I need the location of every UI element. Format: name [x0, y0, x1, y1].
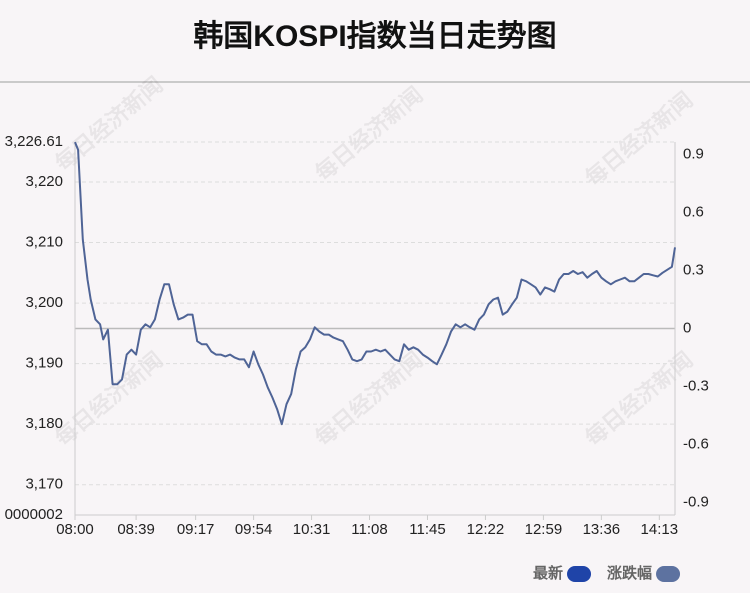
y-tick-label: 3,226.61: [5, 133, 63, 150]
legend-label: 最新: [533, 564, 563, 582]
y2-tick-label: -0.3: [683, 378, 709, 395]
x-tick-label: 13:36: [583, 521, 621, 538]
watermark: 每日经济新闻: [310, 347, 428, 452]
y2-tick-label: -0.9: [683, 494, 709, 511]
y2-tick-label: -0.6: [683, 436, 709, 453]
x-tick-label: 11:45: [409, 521, 445, 538]
x-tick-label: 08:00: [56, 521, 94, 538]
x-tick-label: 10:31: [293, 521, 331, 538]
x-tick-label: 09:17: [177, 521, 215, 538]
x-tick-label: 14:13: [641, 521, 679, 538]
y-tick-label: 3,200: [25, 294, 63, 311]
x-tick-label: 12:22: [467, 521, 505, 538]
y-tick-label: 0000002: [5, 506, 63, 523]
watermark: 每日经济新闻: [310, 82, 428, 187]
y-tick-label: 3,210: [25, 234, 63, 251]
y2-tick-label: 0.9: [683, 145, 704, 162]
watermark: 每日经济新闻: [580, 87, 698, 192]
x-tick-label: 12:59: [525, 521, 563, 538]
x-tick-label: 08:39: [117, 521, 155, 538]
chart-title: 韩国KOSPI指数当日走势图: [193, 20, 556, 53]
watermark: 每日经济新闻: [50, 72, 168, 177]
y2-tick-label: 0.6: [683, 203, 704, 220]
legend-swatch: [567, 566, 592, 582]
series-line: [74, 141, 676, 426]
y-tick-label: 3,220: [25, 173, 63, 190]
x-tick-label: 09:54: [235, 521, 273, 538]
x-tick-label: 11:08: [351, 521, 387, 538]
watermark: 每日经济新闻: [580, 347, 698, 452]
y-tick-label: 3,190: [25, 355, 63, 372]
legend-swatch: [656, 566, 681, 582]
watermark: 每日经济新闻: [50, 347, 168, 452]
y2-tick-label: 0.3: [683, 261, 704, 278]
y-tick-label: 3,180: [25, 415, 63, 432]
y-tick-label: 3,170: [25, 476, 63, 493]
y2-tick-label: 0: [683, 319, 691, 336]
legend-label: 涨跌幅: [607, 564, 652, 582]
